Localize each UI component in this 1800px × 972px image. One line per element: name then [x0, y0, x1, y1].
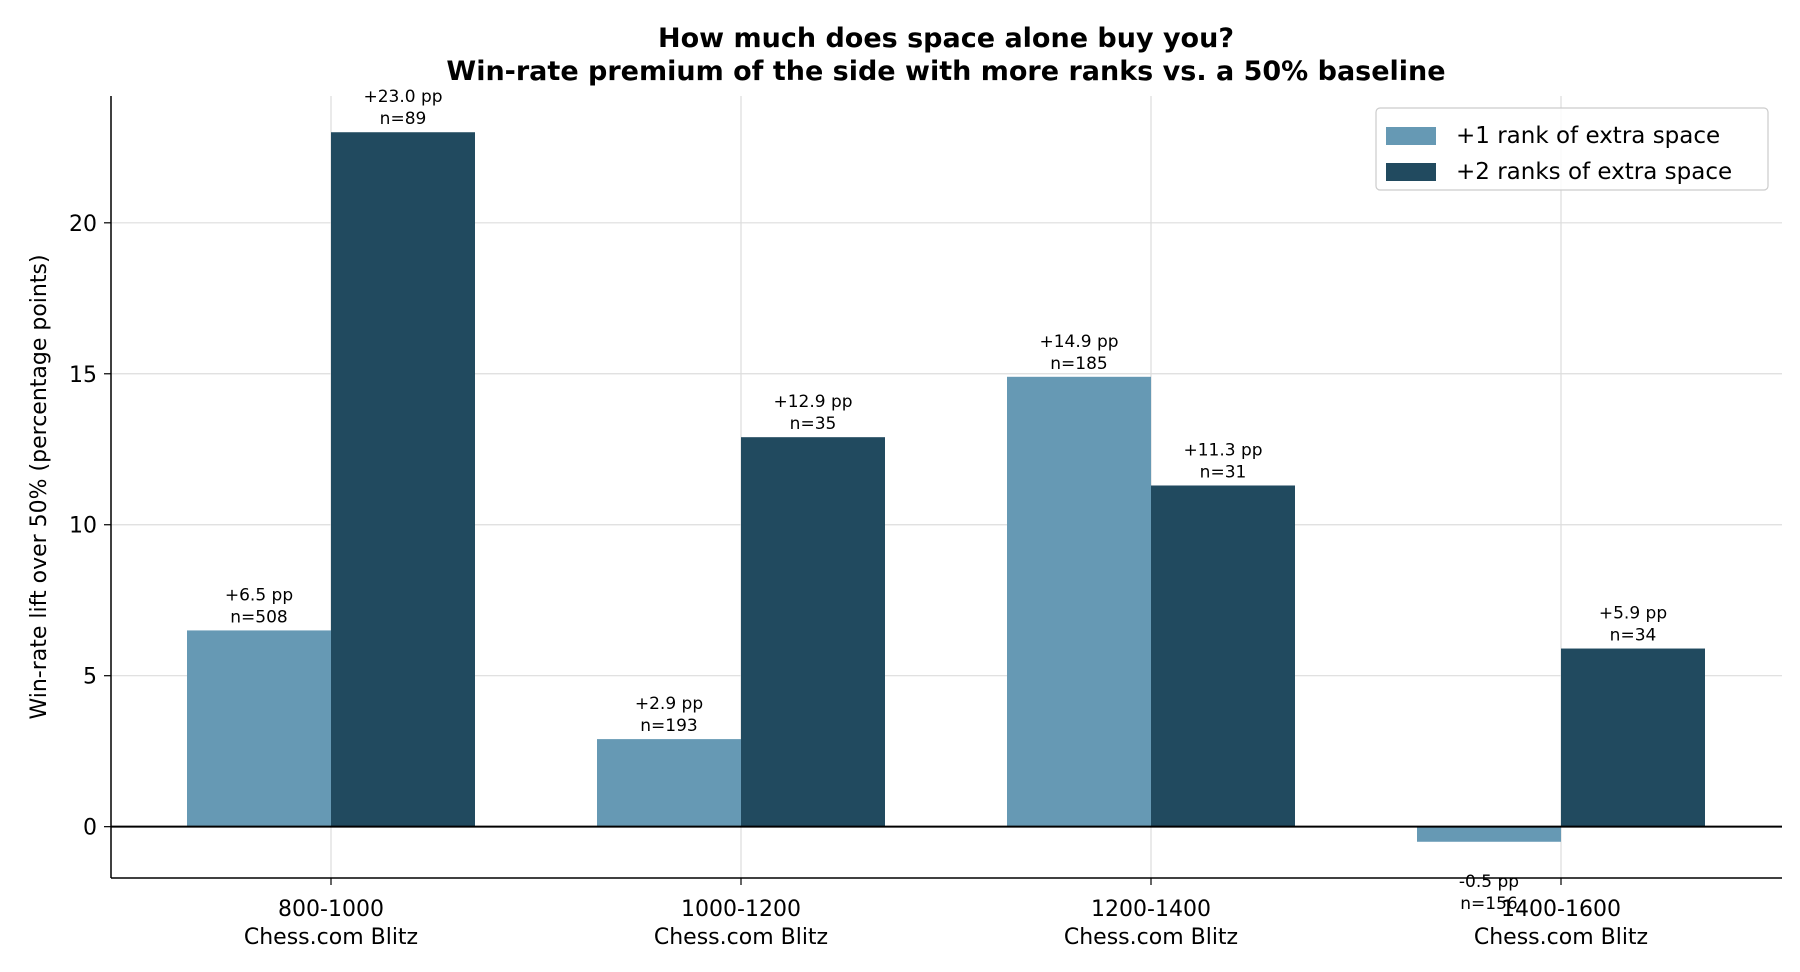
legend-swatch-1: [1386, 127, 1436, 145]
y-axis-label: Win-rate lift over 50% (percentage point…: [27, 254, 52, 719]
chart-title-line-1: How much does space alone buy you?: [658, 23, 1234, 54]
x-tick-label: Chess.com Blitz: [654, 925, 828, 950]
bar-2-3: [1151, 485, 1295, 827]
x-tick-label: 800-1000: [278, 897, 384, 922]
y-tick-label: 20: [69, 212, 97, 237]
bar-2-2: [741, 437, 885, 827]
x-tick-label: Chess.com Blitz: [244, 925, 418, 950]
bar-n-label: n=89: [380, 109, 427, 129]
bar-2-1: [331, 132, 475, 827]
bar-1-1: [187, 630, 331, 827]
legend-box: [1375, 107, 1769, 191]
y-tick-label: 15: [69, 363, 97, 388]
bar-n-label: n=31: [1200, 462, 1247, 482]
bar-labels: +6.5 ppn=508 +2.9 ppn=193 +14.9 ppn=185 -0.…: [225, 87, 1667, 914]
bar-n-label: n=185: [1050, 354, 1107, 374]
x-tick-label: 1000-1200: [681, 897, 801, 922]
bar-value-label: +2.9 pp: [635, 694, 703, 714]
x-tick-label: Chess.com Blitz: [1474, 925, 1648, 950]
bar-n-label: n=193: [640, 716, 697, 736]
bar-n-label: n=508: [230, 607, 287, 627]
bar-value-label: +23.0 pp: [363, 87, 442, 107]
bars: [187, 132, 1705, 842]
axes: 0 5 10 15 20 800-1000 Chess.com Blitz 1000-1200…: [69, 96, 1782, 950]
bar-value-label: -0.5 pp: [1459, 872, 1519, 892]
bar-1-4: [1417, 826, 1561, 842]
bar-value-label: +14.9 pp: [1039, 332, 1118, 352]
bar-value-label: +6.5 pp: [225, 585, 293, 605]
bar-n-label: n=34: [1610, 626, 1657, 646]
bar-2-4: [1561, 648, 1705, 827]
chart-title-line-2: Win-rate premium of the side with more r…: [446, 56, 1445, 87]
legend-label-1: +1 rank of extra space: [1456, 123, 1720, 149]
bar-1-2: [597, 739, 741, 827]
bar-n-label: n=35: [790, 414, 837, 434]
y-tick-label: 10: [69, 514, 97, 539]
y-tick-label: 5: [83, 665, 97, 690]
legend-swatch-2: [1386, 163, 1436, 181]
bar-value-label: +12.9 pp: [773, 392, 852, 412]
legend: +1 rank of extra space +2 ranks of extra …: [1375, 107, 1769, 191]
bar-value-label: +11.3 pp: [1183, 440, 1262, 460]
bar-n-label: n=156: [1460, 894, 1517, 914]
bar-value-label: +5.9 pp: [1599, 604, 1667, 624]
x-tick-label: 1400-1600: [1501, 897, 1621, 922]
legend-label-2: +2 ranks of extra space: [1456, 159, 1732, 185]
bar-1-3: [1007, 376, 1151, 827]
y-tick-label: 0: [83, 816, 97, 841]
x-tick-label: 1200-1400: [1091, 897, 1211, 922]
x-tick-label: Chess.com Blitz: [1064, 925, 1238, 950]
